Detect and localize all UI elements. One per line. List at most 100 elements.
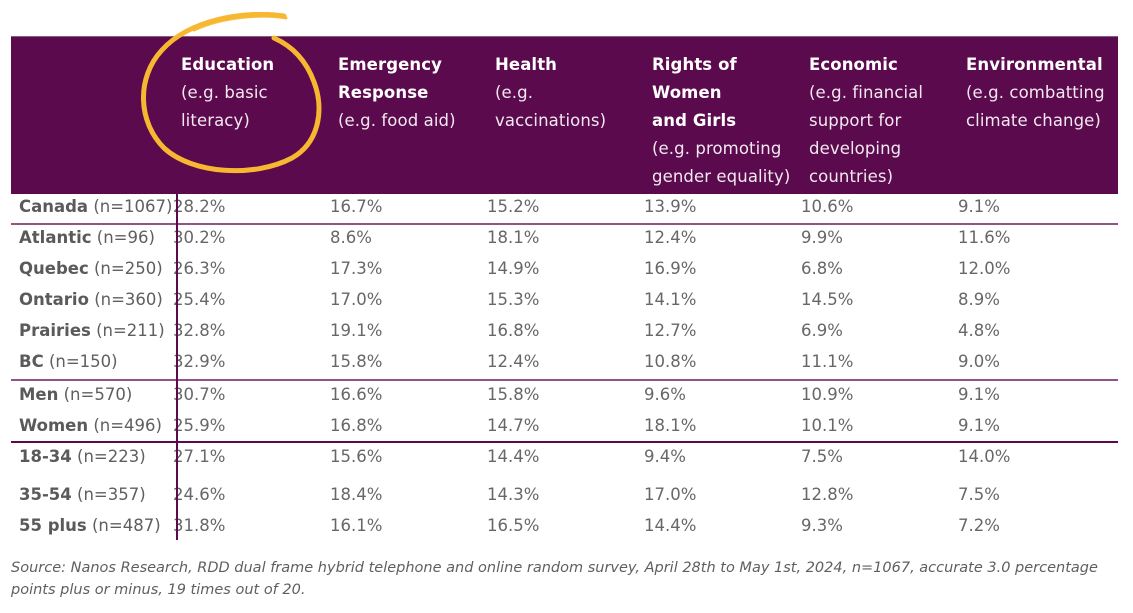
table-row: Women (n=496) 25.9% 16.8% 14.7% 18.1% 10.1% 9.… [11, 411, 1118, 442]
row-divider [11, 192, 1118, 194]
column-subtitle: developing [809, 139, 902, 158]
table-header: Education (e.g. basic literacy) Emergency Re… [11, 36, 1118, 192]
cell-value: 12.8% [801, 485, 854, 504]
cell-value: 14.9% [487, 259, 540, 278]
cell-value: 17.0% [330, 290, 383, 309]
cell-value: 18.4% [330, 485, 383, 504]
row-label: 55 plus (n=487) [19, 516, 161, 535]
cell-value: 9.6% [644, 385, 686, 404]
column-header: Economic (e.g. financial support for develo… [809, 51, 923, 191]
cell-value: 16.5% [487, 516, 540, 535]
table-row: 55 plus (n=487) 31.8% 16.1% 16.5% 14.4% 9.3% 7… [11, 511, 1118, 542]
column-subtitle: climate change) [966, 111, 1101, 130]
column-subtitle: (e.g. basic [181, 83, 268, 102]
column-title: Women [652, 83, 722, 102]
row-label: Canada (n=1067) [19, 197, 172, 216]
cell-value: 4.8% [958, 321, 1000, 340]
column-divider [176, 192, 178, 540]
cell-value: 9.9% [801, 228, 843, 247]
cell-value: 32.8% [173, 321, 226, 340]
cell-value: 14.5% [801, 290, 854, 309]
table-row: Atlantic (n=96) 30.2% 8.6% 18.1% 12.4% 9.9% 11… [11, 223, 1118, 254]
cell-value: 12.0% [958, 259, 1011, 278]
row-label: Women (n=496) [19, 416, 162, 435]
row-label: 18-34 (n=223) [19, 447, 146, 466]
cell-value: 15.2% [487, 197, 540, 216]
row-name: 35-54 [19, 485, 72, 504]
row-name: Women [19, 416, 89, 435]
table-row: BC (n=150) 32.9% 15.8% 12.4% 10.8% 11.1% 9.0% [11, 347, 1118, 378]
cell-value: 27.1% [173, 447, 226, 466]
cell-value: 16.8% [487, 321, 540, 340]
cell-value: 9.1% [958, 385, 1000, 404]
cell-value: 10.9% [801, 385, 854, 404]
cell-value: 11.1% [801, 352, 854, 371]
row-sample-size: (n=360) [94, 290, 163, 309]
column-title: Education [181, 55, 275, 74]
column-header: Emergency Response (e.g. food aid) [338, 51, 456, 135]
column-header: Education (e.g. basic literacy) [181, 51, 274, 135]
column-title: Environmental [966, 55, 1103, 74]
column-subtitle: (e.g. food aid) [338, 111, 456, 130]
row-sample-size: (n=1067) [93, 197, 173, 216]
cell-value: 10.1% [801, 416, 854, 435]
cell-value: 17.0% [644, 485, 697, 504]
row-name: 18-34 [19, 447, 72, 466]
row-sample-size: (n=211) [96, 321, 165, 340]
row-name: Men [19, 385, 59, 404]
cell-value: 16.1% [330, 516, 383, 535]
column-subtitle: countries) [809, 167, 894, 186]
row-name: Atlantic [19, 228, 92, 247]
cell-value: 25.9% [173, 416, 226, 435]
column-subtitle: (e.g. combatting [966, 83, 1105, 102]
cell-value: 8.9% [958, 290, 1000, 309]
row-sample-size: (n=496) [93, 416, 162, 435]
row-divider [11, 379, 1118, 381]
row-divider [11, 223, 1118, 225]
cell-value: 9.1% [958, 416, 1000, 435]
column-title: Response [338, 83, 429, 102]
row-sample-size: (n=570) [63, 385, 133, 404]
row-label: 35-54 (n=357) [19, 485, 146, 504]
row-name: Prairies [19, 321, 91, 340]
cell-value: 12.4% [644, 228, 697, 247]
column-header: Health (e.g. vaccinations) [495, 51, 606, 135]
row-label: BC (n=150) [19, 352, 118, 371]
row-name: Canada [19, 197, 89, 216]
cell-value: 30.2% [173, 228, 226, 247]
cell-value: 7.2% [958, 516, 1000, 535]
column-title: Economic [809, 55, 898, 74]
cell-value: 15.8% [487, 385, 540, 404]
table-row: 18-34 (n=223) 27.1% 15.6% 14.4% 9.4% 7.5% 14.0… [11, 442, 1118, 473]
row-label: Men (n=570) [19, 385, 132, 404]
row-divider [11, 441, 1118, 443]
row-sample-size: (n=357) [77, 485, 146, 504]
cell-value: 14.7% [487, 416, 540, 435]
column-subtitle: (e.g. [495, 83, 534, 102]
row-sample-size: (n=96) [96, 228, 155, 247]
row-name: Ontario [19, 290, 89, 309]
cell-value: 16.7% [330, 197, 383, 216]
column-subtitle: gender equality) [652, 167, 791, 186]
row-name: Quebec [19, 259, 89, 278]
cell-value: 9.1% [958, 197, 1000, 216]
column-header: Rights of Women and Girls (e.g. promoting ge… [652, 51, 790, 191]
cell-value: 9.3% [801, 516, 843, 535]
table-row: 35-54 (n=357) 24.6% 18.4% 14.3% 17.0% 12.8% 7.… [11, 480, 1118, 511]
cell-value: 12.4% [487, 352, 540, 371]
row-label: Quebec (n=250) [19, 259, 163, 278]
cell-value: 16.8% [330, 416, 383, 435]
table-row: Prairies (n=211) 32.8% 19.1% 16.8% 12.7% 6.9%… [11, 316, 1118, 347]
cell-value: 12.7% [644, 321, 697, 340]
column-subtitle: support for [809, 111, 902, 130]
cell-value: 19.1% [330, 321, 383, 340]
cell-value: 18.1% [644, 416, 697, 435]
cell-value: 18.1% [487, 228, 540, 247]
cell-value: 7.5% [958, 485, 1000, 504]
cell-value: 15.3% [487, 290, 540, 309]
row-label: Ontario (n=360) [19, 290, 163, 309]
cell-value: 24.6% [173, 485, 226, 504]
cell-value: 11.6% [958, 228, 1011, 247]
column-title: Health [495, 55, 558, 74]
cell-value: 10.8% [644, 352, 697, 371]
